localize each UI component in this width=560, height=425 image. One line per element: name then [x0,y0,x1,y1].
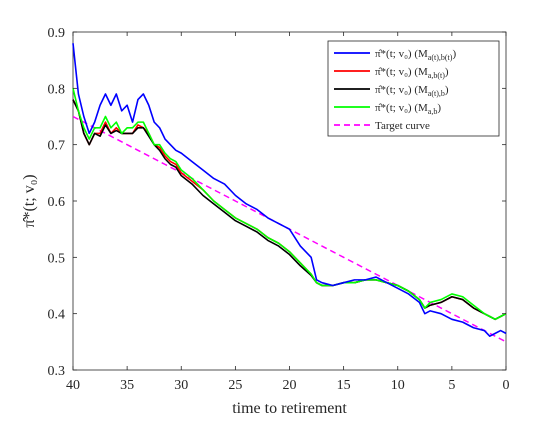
x-axis-label: time to retirement [232,400,347,417]
y-tick-label: 0.4 [48,308,66,323]
legend: π̂*(t; v₀) (Ma(t),b(t)) π̂*(t; v₀) (Ma,b(… [327,40,500,137]
series-layer [72,43,507,343]
y-axis: 0.3 0.4 0.5 0.6 0.7 0.8 0.9 [48,26,506,379]
legend-items: π̂*(t; v₀) (Ma(t),b(t)) π̂*(t; v₀) (Ma,b(… [334,48,456,132]
series-line-0 [72,43,507,337]
y-axis-label: π̂*(t; v₀) [21,174,38,227]
x-tick-label: 0 [503,378,510,393]
x-tick-label: 20 [283,378,297,393]
x-tick-label: 10 [391,378,405,393]
legend-label-0: π̂*(t; v₀) (Ma(t),b(t)) [375,48,456,62]
x-axis: 40 35 30 25 20 15 10 5 0 [66,32,510,393]
x-tick-label: 35 [120,378,134,393]
y-tick-label: 0.7 [48,139,66,154]
legend-label-2: π̂*(t; v₀) (Ma(t),b) [375,84,449,98]
x-tick-label: 15 [337,378,351,393]
x-tick-label: 30 [174,378,188,393]
y-tick-label: 0.5 [48,251,66,266]
y-tick-label: 0.3 [48,364,66,379]
y-tick-label: 0.8 [48,82,66,97]
series-line-3 [72,88,507,321]
legend-label-3: π̂*(t; v₀) (Ma,b) [375,102,441,116]
legend-label-4: Target curve [375,120,430,132]
legend-label-1: π̂*(t; v₀) (Ma,b(t)) [375,66,449,80]
x-tick-label: 5 [448,378,455,393]
y-tick-label: 0.6 [48,195,66,210]
x-tick-label: 40 [66,378,80,393]
y-tick-label: 0.9 [48,26,66,41]
x-tick-label: 25 [228,378,242,393]
